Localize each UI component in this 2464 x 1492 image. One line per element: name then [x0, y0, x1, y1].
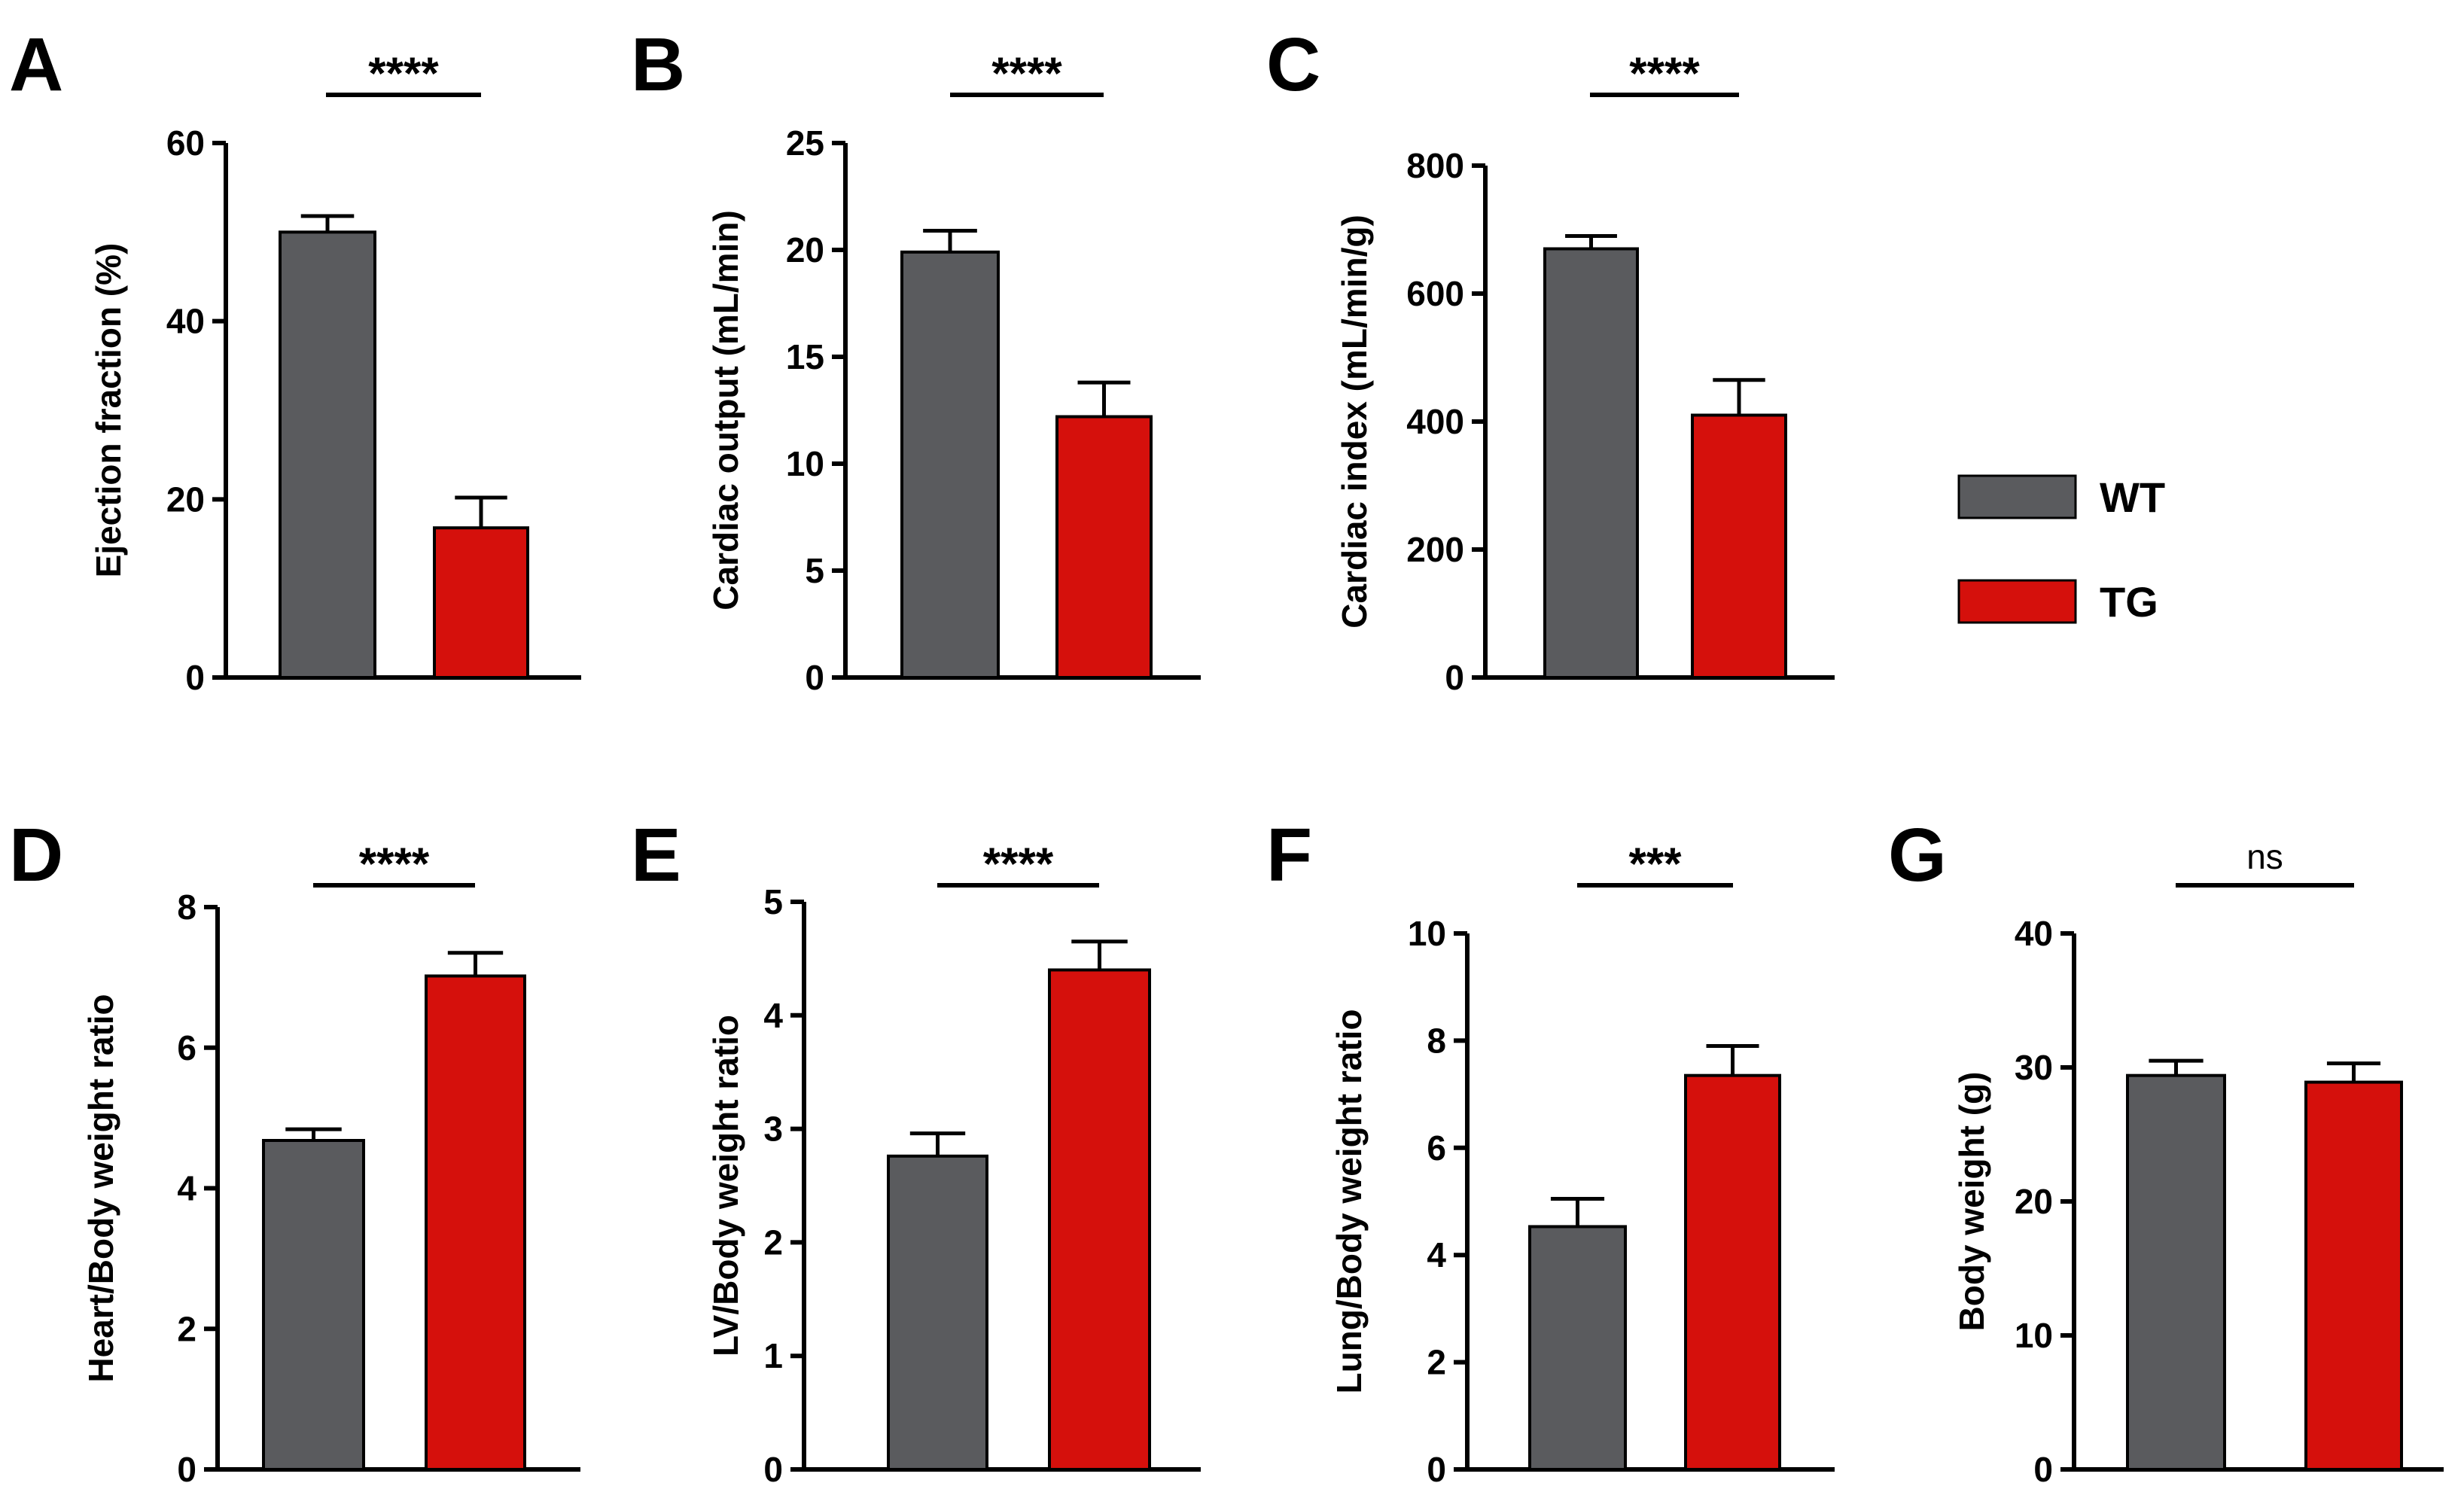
y-tick-label-a: 40 [166, 302, 205, 341]
legend: WT TG [1957, 473, 2165, 626]
y-tick-label-g: 40 [2015, 914, 2053, 953]
y-axis-label-c: Cardiac index (mL/min/g) [1335, 215, 1374, 629]
bar-f-wt [1528, 1225, 1627, 1471]
y-tick-label-f: 8 [1427, 1021, 1446, 1060]
panel-d: D Heart/Body weight ratio 0 2 4 6 8 **** [9, 813, 580, 1489]
y-tick-label-g: 10 [2015, 1316, 2053, 1355]
y-tick-label-g: 30 [2015, 1048, 2053, 1087]
panel-letter-e: E [631, 813, 681, 897]
legend-swatch-wt [1957, 474, 2077, 519]
panel-a: A Ejection fraction (%) 0 20 40 60 **** [9, 23, 581, 697]
bar-a-tg [433, 526, 529, 680]
significance-label-d: **** [359, 839, 430, 889]
y-tick-label-g: 20 [2015, 1182, 2053, 1221]
y-tick-label-b: 20 [786, 230, 824, 269]
y-tick-label-e: 2 [763, 1223, 783, 1262]
y-tick-label-d: 4 [177, 1169, 196, 1208]
y-axis-label-g: Body weight (g) [1952, 1072, 1991, 1332]
bar-e-wt [887, 1154, 988, 1471]
significance-label-c: **** [1629, 48, 1700, 99]
bar-e-tg [1048, 968, 1151, 1471]
bar-g-tg [2304, 1080, 2403, 1471]
panel-letter-f: F [1266, 813, 1312, 897]
panel-letter-b: B [631, 23, 685, 107]
y-axis-label-a: Ejection fraction (%) [89, 243, 128, 578]
y-tick-label-c: 600 [1406, 274, 1464, 313]
panel-f: F Lung/Body weight ratio 0 2 4 6 8 10 *** [1266, 813, 1835, 1489]
y-tick-label-e: 1 [763, 1336, 783, 1375]
y-tick-label-d: 0 [177, 1450, 196, 1489]
y-tick-label-a: 0 [185, 658, 205, 697]
y-tick-label-c: 400 [1406, 402, 1464, 441]
bar-f-tg [1684, 1073, 1781, 1472]
y-tick-label-f: 10 [1408, 914, 1446, 953]
panel-letter-a: A [9, 23, 63, 107]
legend-label-wt: WT [2100, 473, 2165, 521]
y-axis-label-f: Lung/Body weight ratio [1329, 1009, 1369, 1393]
y-tick-label-b: 5 [805, 551, 824, 590]
y-tick-label-a: 60 [166, 123, 205, 163]
y-tick-label-d: 8 [177, 888, 196, 927]
bar-b-wt [900, 250, 1000, 679]
bar-g-wt [2126, 1073, 2226, 1472]
y-tick-label-f: 2 [1427, 1343, 1446, 1382]
legend-swatch-tg [1957, 579, 2077, 624]
y-tick-label-b: 0 [805, 658, 824, 697]
y-tick-label-f: 6 [1427, 1128, 1446, 1168]
y-axis-label-e: LV/Body weight ratio [706, 1015, 745, 1357]
bar-d-tg [425, 974, 526, 1471]
panel-letter-d: D [9, 813, 63, 897]
y-tick-label-e: 0 [763, 1450, 783, 1489]
significance-label-b: **** [991, 48, 1062, 99]
y-axis-label-d: Heart/Body weight ratio [81, 994, 120, 1382]
y-tick-label-f: 4 [1427, 1235, 1446, 1274]
y-tick-label-c: 800 [1406, 146, 1464, 185]
y-tick-label-b: 15 [786, 337, 824, 376]
y-tick-label-c: 0 [1445, 658, 1464, 697]
y-tick-label-e: 3 [763, 1110, 783, 1149]
panel-g: G Body weight (g) 0 10 20 30 40 ns [1888, 813, 2444, 1489]
y-tick-label-a: 20 [166, 480, 205, 519]
panel-b: B Cardiac output (mL/min) 0 5 10 15 20 25 **** [631, 23, 1201, 697]
legend-label-tg: TG [2100, 578, 2158, 626]
bar-b-tg [1055, 415, 1153, 680]
bar-c-wt [1543, 247, 1639, 679]
y-tick-label-g: 0 [2033, 1450, 2053, 1489]
bar-d-wt [262, 1139, 365, 1471]
y-tick-label-e: 4 [763, 996, 783, 1035]
panel-letter-g: G [1888, 813, 1947, 897]
y-tick-label-f: 0 [1427, 1450, 1446, 1489]
panel-letter-c: C [1266, 23, 1320, 107]
y-axis-label-b: Cardiac output (mL/min) [706, 210, 745, 611]
significance-label-e: **** [983, 839, 1054, 889]
significance-label-a: **** [368, 48, 439, 99]
y-tick-label-c: 200 [1406, 530, 1464, 569]
y-tick-label-d: 6 [177, 1028, 196, 1067]
bar-c-tg [1691, 413, 1787, 679]
significance-label-g: ns [2246, 837, 2283, 876]
y-tick-label-e: 5 [763, 882, 783, 921]
panel-c: C Cardiac index (mL/min/g) 0 200 400 600 800 **… [1266, 23, 1835, 697]
y-tick-label-d: 2 [177, 1309, 196, 1348]
significance-label-f: *** [1628, 839, 1682, 889]
y-tick-label-b: 10 [786, 444, 824, 483]
y-tick-label-b: 25 [786, 123, 824, 163]
bar-a-wt [279, 230, 376, 680]
panel-e: E LV/Body weight ratio 0 1 2 3 4 5 **** [631, 813, 1201, 1489]
